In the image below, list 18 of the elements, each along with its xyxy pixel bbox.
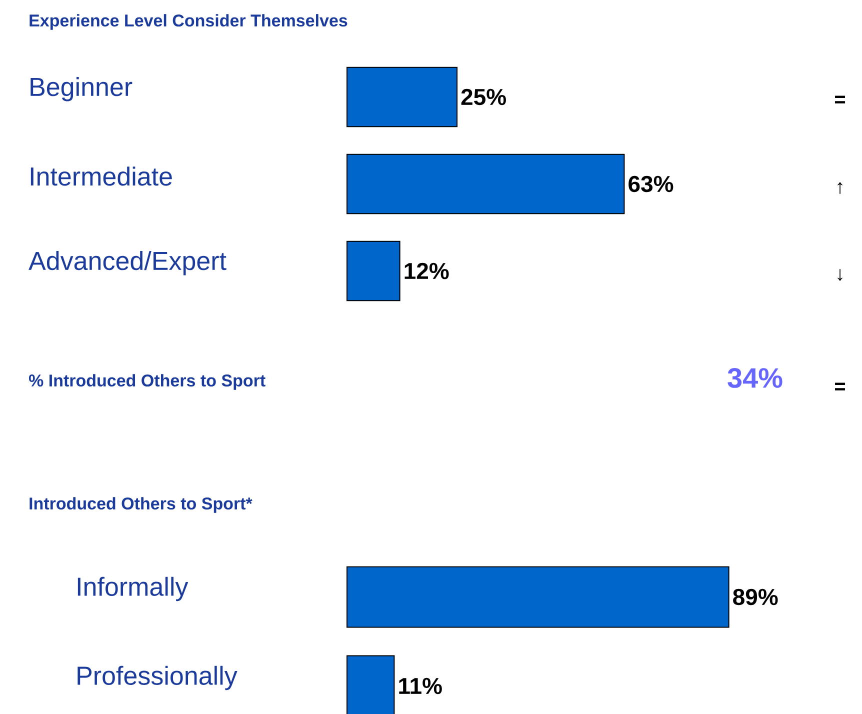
text: Experience Level Consider Themselves xyxy=(30,14,348,30)
text: = xyxy=(834,96,846,104)
text: = xyxy=(834,382,846,390)
text: ↓ xyxy=(838,269,842,281)
data-label: 63% xyxy=(628,176,674,192)
text: Introduced Others to Sport* xyxy=(30,497,252,513)
y-tick-label: Intermediate xyxy=(30,166,172,186)
data-label: 25% xyxy=(461,88,506,106)
y-tick-label: Advanced/Expert xyxy=(28,251,226,276)
data-label: 11% xyxy=(399,678,442,694)
text: 34% xyxy=(728,368,782,388)
y-tick-label: Beginner xyxy=(30,77,132,102)
text: % Introduced Others to Sport xyxy=(28,374,266,390)
data-label: 89% xyxy=(733,588,778,606)
y-tick-label: Professionally xyxy=(78,666,238,690)
y-tick-label: Informally xyxy=(78,576,188,602)
data-label: 12% xyxy=(404,262,449,280)
text: ↑ xyxy=(838,182,842,194)
